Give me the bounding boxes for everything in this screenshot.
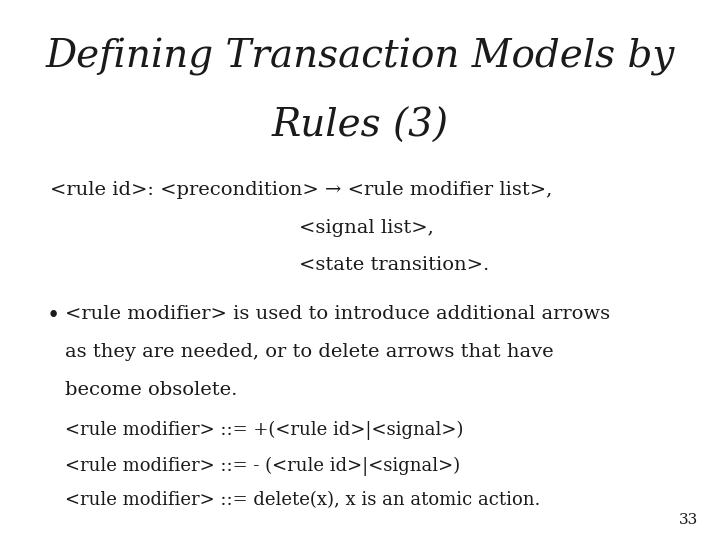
Text: <rule modifier> ::= - (<rule id>|<signal>): <rule modifier> ::= - (<rule id>|<signal… (65, 456, 460, 476)
Text: as they are needed, or to delete arrows that have: as they are needed, or to delete arrows … (65, 343, 554, 361)
Text: <signal list>,: <signal list>, (299, 219, 433, 237)
Text: <rule modifier> ::= delete(x), x is an atomic action.: <rule modifier> ::= delete(x), x is an a… (65, 491, 540, 509)
Text: <rule modifier> ::= +(<rule id>|<signal>): <rule modifier> ::= +(<rule id>|<signal>… (65, 421, 463, 441)
Text: <rule modifier> is used to introduce additional arrows: <rule modifier> is used to introduce add… (65, 305, 610, 323)
Text: 33: 33 (679, 512, 698, 526)
Text: <rule id>: <precondition> → <rule modifier list>,: <rule id>: <precondition> → <rule modifi… (50, 181, 553, 199)
Text: become obsolete.: become obsolete. (65, 381, 237, 399)
Text: Defining Transaction Models by: Defining Transaction Models by (45, 38, 675, 76)
Text: •: • (47, 305, 60, 327)
Text: <state transition>.: <state transition>. (299, 256, 489, 274)
Text: Rules (3): Rules (3) (271, 108, 449, 145)
